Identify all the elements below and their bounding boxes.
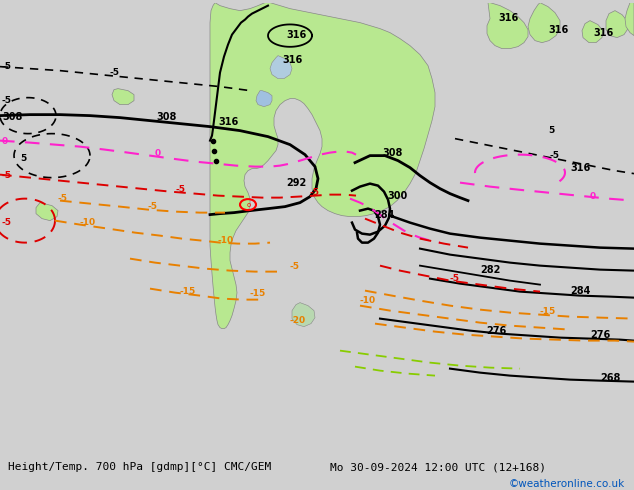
Text: -5: -5 (550, 150, 560, 160)
Text: 5: 5 (548, 125, 554, 135)
Text: 5: 5 (20, 154, 26, 163)
Text: -5: -5 (58, 194, 68, 203)
Text: 300: 300 (387, 191, 407, 200)
Text: 0: 0 (2, 137, 8, 146)
Text: -5: -5 (290, 262, 300, 270)
Text: 284: 284 (374, 210, 394, 220)
Text: -15: -15 (180, 287, 197, 295)
Polygon shape (625, 2, 634, 36)
Text: 316: 316 (286, 29, 306, 40)
Text: 0: 0 (590, 192, 596, 200)
Text: 316: 316 (218, 117, 238, 126)
Text: 316: 316 (548, 24, 568, 35)
Text: 308: 308 (156, 112, 176, 122)
Polygon shape (582, 21, 603, 43)
Polygon shape (112, 89, 134, 105)
Polygon shape (210, 2, 435, 329)
Polygon shape (292, 303, 315, 327)
Text: -15: -15 (250, 289, 266, 297)
Text: -5: -5 (450, 273, 460, 283)
Text: -5: -5 (148, 201, 158, 211)
Text: 276: 276 (590, 330, 611, 340)
Text: -5: -5 (2, 62, 12, 71)
Text: 308: 308 (2, 112, 22, 122)
Text: -10: -10 (80, 218, 96, 226)
Text: -5: -5 (2, 218, 12, 226)
Text: 292: 292 (286, 178, 306, 188)
Text: 282: 282 (480, 265, 500, 274)
Text: 316: 316 (593, 27, 613, 38)
Text: 308: 308 (382, 147, 403, 158)
Text: -5: -5 (110, 68, 120, 76)
Text: 316: 316 (498, 13, 518, 23)
Text: -20: -20 (290, 316, 306, 324)
Text: -10: -10 (360, 295, 376, 305)
Text: 316: 316 (282, 54, 302, 65)
Text: 276: 276 (486, 326, 507, 336)
Text: -5: -5 (2, 96, 12, 105)
Text: -5: -5 (175, 185, 185, 194)
Polygon shape (487, 2, 528, 49)
Text: -15: -15 (540, 307, 556, 316)
Text: Mo 30-09-2024 12:00 UTC (12+168): Mo 30-09-2024 12:00 UTC (12+168) (330, 463, 546, 472)
Text: -5: -5 (310, 188, 320, 196)
Text: 0: 0 (155, 148, 161, 158)
Polygon shape (256, 91, 272, 107)
Text: o: o (247, 201, 251, 208)
Polygon shape (528, 2, 560, 43)
Text: -10: -10 (218, 236, 234, 245)
Text: 316: 316 (570, 163, 590, 172)
Text: -5: -5 (2, 171, 12, 180)
Polygon shape (270, 56, 292, 78)
Text: ©weatheronline.co.uk: ©weatheronline.co.uk (508, 479, 624, 489)
Text: Height/Temp. 700 hPa [gdmp][°C] CMC/GEM: Height/Temp. 700 hPa [gdmp][°C] CMC/GEM (8, 463, 271, 472)
Polygon shape (36, 203, 58, 220)
Polygon shape (606, 11, 628, 38)
Text: 268: 268 (600, 372, 621, 383)
Text: 284: 284 (570, 286, 590, 295)
